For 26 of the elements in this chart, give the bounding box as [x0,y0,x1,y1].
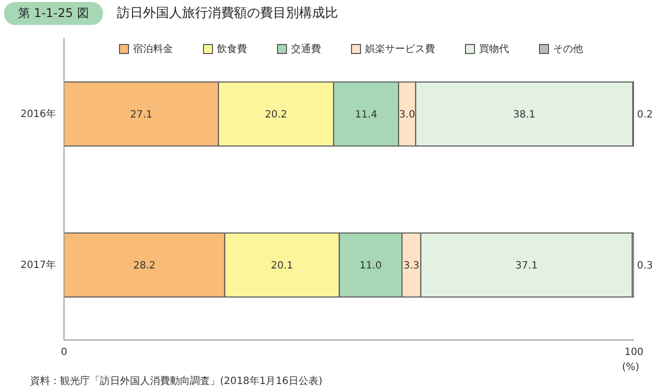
data-label: 20.2 [264,110,288,120]
legend-label: 飲食費 [216,42,247,56]
data-label: 3.0 [399,110,416,120]
data-label: 27.1 [130,110,152,120]
data-label: 20.1 [270,260,294,272]
legend-label: 宿泊料金 [132,42,173,56]
data-label: 37.1 [515,260,538,272]
x-tick-label: 100 [624,347,644,358]
data-label: 0.3 [637,260,653,272]
legend-label: 交通費 [290,42,321,56]
data-label: 28.2 [133,260,156,272]
x-axis-title: (%) [622,362,640,373]
legend-label: 買物代 [478,43,509,56]
data-label: 0.2 [637,110,653,120]
chart-title: 訪日外国人旅行消費額の費目別構成比 [116,5,338,22]
legend-label: 娯楽サービス費 [364,42,435,56]
y-tick-label: 2016年 [20,108,56,120]
x-tick-label: 0 [60,347,68,358]
chart-subtitle: 第 1-1-25 図 [4,2,103,24]
data-label: 11.4 [354,110,378,120]
data-label: 3.3 [403,260,420,272]
data-label: 38.1 [513,110,536,120]
text: 資料：観光庁「訪日外国人消費動向調査」(2018年1月16日公表) [30,374,322,388]
legend-label: その他 [552,43,583,56]
y-tick-label: 2017年 [20,259,56,272]
data-label: 11.0 [360,260,382,272]
